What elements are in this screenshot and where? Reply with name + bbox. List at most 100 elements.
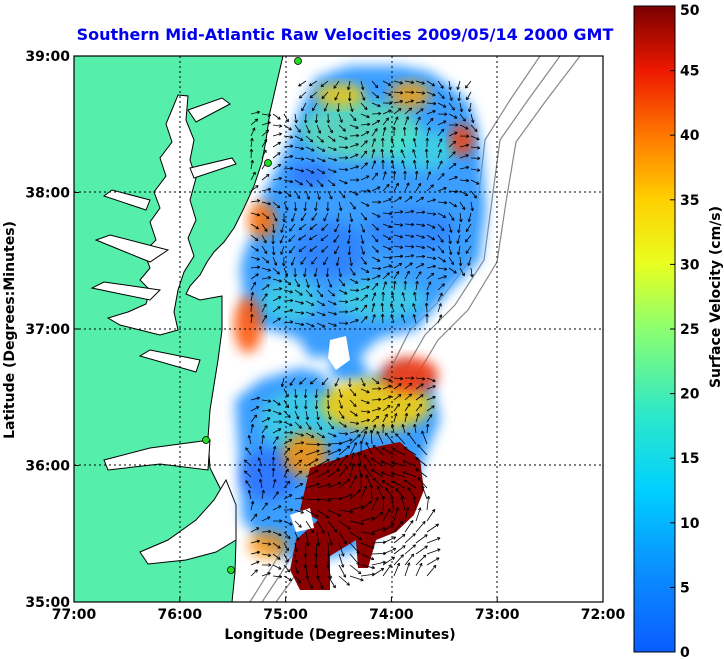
velocity-arrow xyxy=(338,432,348,435)
velocity-arrow xyxy=(437,212,446,218)
velocity-arrow xyxy=(360,267,370,273)
velocity-arrow xyxy=(349,506,364,511)
velocity-arrow xyxy=(382,80,392,86)
velocity-arrow xyxy=(280,223,285,233)
velocity-arrow xyxy=(316,157,326,162)
velocity-arrows xyxy=(244,80,481,590)
velocity-arrow xyxy=(304,388,307,399)
velocity-arrow xyxy=(327,531,333,546)
velocity-arrow xyxy=(261,113,271,116)
velocity-arrow xyxy=(421,485,428,500)
velocity-arrow xyxy=(448,245,452,255)
velocity-arrow xyxy=(338,399,343,409)
colorbar-tick-label: 50 xyxy=(680,3,700,19)
velocity-arrow xyxy=(426,102,437,105)
velocity-arrow xyxy=(349,542,360,554)
velocity-arrow xyxy=(316,146,326,152)
velocity-arrow xyxy=(298,223,307,231)
velocity-arrow xyxy=(380,460,395,467)
velocity-arrow xyxy=(382,212,393,215)
velocity-arrow xyxy=(457,234,461,244)
velocity-arrow xyxy=(327,311,337,315)
velocity-arrow xyxy=(261,201,271,205)
velocity-arrow xyxy=(412,303,417,313)
velocity-arrow xyxy=(323,212,329,222)
velocity-arrow xyxy=(258,457,263,467)
velocity-arrow xyxy=(338,542,345,557)
velocity-arrow xyxy=(258,468,263,478)
velocity-arrow xyxy=(360,150,368,159)
velocity-arrow xyxy=(470,201,474,211)
velocity-arrow xyxy=(404,126,406,137)
y-tick-label: 35:00 xyxy=(25,595,70,611)
velocity-arrow xyxy=(402,424,406,434)
velocity-arrow xyxy=(338,564,346,578)
velocity-arrow xyxy=(261,530,272,533)
velocity-arrow xyxy=(404,107,412,115)
velocity-arrow xyxy=(316,124,321,134)
velocity-arrow xyxy=(457,80,461,90)
velocity-arrow xyxy=(349,475,357,489)
velocity-arrow xyxy=(393,223,403,226)
velocity-arrow xyxy=(393,562,400,577)
velocity-arrow xyxy=(437,80,444,89)
velocity-arrow xyxy=(294,322,304,326)
velocity-arrow xyxy=(393,196,402,203)
velocity-arrow xyxy=(448,151,456,159)
velocity-arrow xyxy=(334,245,340,255)
velocity-arrow xyxy=(470,190,477,199)
velocity-arrow xyxy=(393,545,406,555)
velocity-arrow xyxy=(338,124,346,132)
velocity-arrow xyxy=(305,168,315,174)
velocity-arrow xyxy=(393,383,402,390)
velocity-arrow xyxy=(327,410,331,420)
velocity-arrow xyxy=(391,424,395,434)
velocity-arrow xyxy=(348,245,351,255)
velocity-arrow xyxy=(245,480,252,489)
velocity-arrow xyxy=(289,223,296,232)
velocity-arrow xyxy=(261,435,264,445)
velocity-arrow xyxy=(371,377,380,385)
velocity-arrow xyxy=(326,267,329,277)
velocity-arrow xyxy=(404,270,410,280)
velocity-arrow xyxy=(261,572,271,577)
velocity-arrow xyxy=(305,575,313,589)
velocity-arrow xyxy=(320,234,329,241)
velocity-arrow xyxy=(459,256,462,266)
velocity-arrow xyxy=(280,245,285,255)
velocity-arrow xyxy=(360,517,375,522)
velocity-arrow xyxy=(417,444,428,456)
velocity-arrow xyxy=(305,520,314,533)
velocity-arrow xyxy=(272,542,281,549)
velocity-arrow xyxy=(250,212,260,216)
velocity-arrow xyxy=(250,118,258,126)
velocity-arrow xyxy=(259,446,263,456)
velocity-arrow xyxy=(349,399,357,407)
velocity-arrow xyxy=(415,234,425,239)
velocity-arrow xyxy=(393,263,402,269)
velocity-arrow xyxy=(305,469,319,478)
velocity-arrow xyxy=(327,300,337,305)
velocity-arrow xyxy=(360,316,368,324)
velocity-arrow xyxy=(336,256,340,266)
velocity-arrow xyxy=(305,190,310,200)
velocity-arrow xyxy=(382,395,392,401)
velocity-arrow xyxy=(338,201,342,211)
velocity-arrow xyxy=(272,317,281,324)
velocity-arrow xyxy=(393,403,400,412)
velocity-arrow xyxy=(459,124,469,130)
station-marker xyxy=(227,566,235,574)
velocity-arrow xyxy=(414,292,417,302)
velocity-arrow xyxy=(371,458,384,467)
velocity-arrow xyxy=(437,292,443,302)
velocity-arrow xyxy=(338,531,347,545)
velocity-arrow xyxy=(404,234,414,238)
velocity-arrow xyxy=(426,385,436,390)
velocity-arrow xyxy=(315,399,318,410)
velocity-arrow xyxy=(315,542,318,557)
x-tick-label: 75:00 xyxy=(263,607,308,623)
velocity-arrow xyxy=(321,91,329,99)
velocity-arrow xyxy=(448,176,458,181)
velocity-arrow xyxy=(279,234,285,244)
velocity-arrow xyxy=(250,513,258,522)
